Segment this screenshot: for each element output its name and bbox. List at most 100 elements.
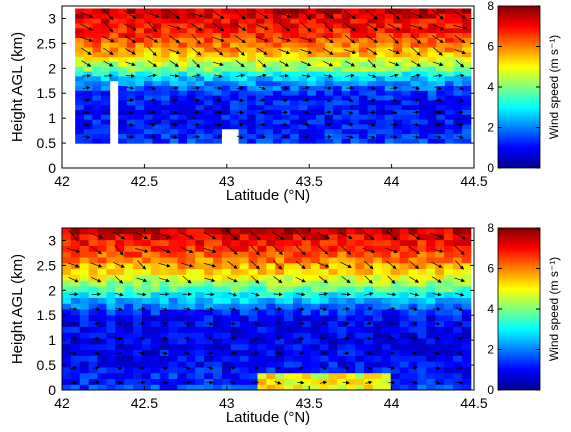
heatmap-cell xyxy=(213,326,223,333)
heatmap-cell xyxy=(177,262,187,270)
heatmap-cell xyxy=(281,42,291,48)
heatmap-cell xyxy=(341,104,351,111)
heatmap-cell xyxy=(264,85,274,91)
heatmap-cell xyxy=(384,133,394,139)
heatmap-cell xyxy=(204,8,214,14)
heatmap-cell xyxy=(97,239,108,246)
heatmap-cell xyxy=(410,8,420,14)
heatmap-cell xyxy=(408,366,418,374)
wind-vector xyxy=(410,380,418,385)
heatmap-cell xyxy=(452,297,463,304)
wind-vector xyxy=(412,122,420,127)
heatmap-cell xyxy=(272,109,283,115)
heatmap-cell xyxy=(178,75,188,82)
wind-vector xyxy=(147,60,158,67)
heatmap-cell xyxy=(62,233,72,241)
heatmap-cell xyxy=(169,114,179,120)
heatmap-cell xyxy=(152,114,162,120)
heatmap-cell xyxy=(88,303,99,310)
heatmap-cell xyxy=(247,42,257,48)
heatmap-cell xyxy=(75,109,85,115)
heatmap-cell xyxy=(307,119,317,125)
heatmap-cell xyxy=(150,268,161,275)
heatmap-cell xyxy=(284,372,294,380)
heatmap-cell xyxy=(337,233,347,241)
heatmap-cell xyxy=(384,128,394,135)
heatmap-cell xyxy=(328,384,339,390)
heatmap-cell xyxy=(92,138,102,144)
heatmap-cell xyxy=(307,99,317,106)
heatmap-cell xyxy=(109,75,119,82)
heatmap-cell xyxy=(328,309,339,316)
heatmap-cell xyxy=(115,233,125,241)
heatmap-cell xyxy=(204,37,214,43)
heatmap-cell xyxy=(186,80,197,86)
heatmap-cell xyxy=(248,355,259,362)
heatmap-cell xyxy=(337,343,347,351)
heatmap-cell xyxy=(310,384,321,390)
wind-vector xyxy=(454,35,466,44)
heatmap-cell xyxy=(281,114,291,120)
heatmap-cell xyxy=(427,51,437,58)
heatmap-cell xyxy=(204,268,214,275)
heatmap-cell xyxy=(319,285,330,293)
heatmap-cell xyxy=(284,239,294,246)
heatmap-cell xyxy=(337,256,347,264)
heatmap-cell xyxy=(264,13,274,19)
wind-vector xyxy=(92,365,100,370)
heatmap-cell xyxy=(221,245,232,252)
heatmap-cell xyxy=(426,372,436,380)
heatmap-cell xyxy=(436,27,446,34)
wind-vector xyxy=(92,380,101,385)
heatmap-cell xyxy=(100,70,111,77)
wind-vector xyxy=(320,321,327,326)
heatmap-cell xyxy=(298,109,308,115)
heatmap-cell xyxy=(186,303,196,310)
heatmap-cell xyxy=(195,245,205,252)
heatmap-cell xyxy=(221,42,231,48)
heatmap-cell xyxy=(79,228,90,235)
heatmap-cell xyxy=(419,123,429,130)
heatmap-cell xyxy=(70,361,81,368)
heatmap-cell xyxy=(152,32,162,38)
wind-vector xyxy=(362,247,376,254)
heatmap-cell xyxy=(204,285,214,293)
heatmap-cell xyxy=(186,22,197,29)
heatmap-cell xyxy=(310,326,321,333)
heatmap-cell xyxy=(186,13,197,19)
heatmap-cell xyxy=(83,13,93,19)
heatmap-cell xyxy=(346,303,356,310)
heatmap-cell xyxy=(315,42,326,48)
heatmap-cell xyxy=(118,128,128,135)
heatmap-cell xyxy=(100,51,111,58)
wind-vector xyxy=(103,60,114,67)
heatmap-cell xyxy=(350,22,360,29)
heatmap-cell xyxy=(324,133,334,139)
heatmap-cell xyxy=(419,61,429,67)
heatmap-cell xyxy=(83,133,93,139)
heatmap-cell xyxy=(290,51,300,58)
heatmap-cell xyxy=(364,314,374,322)
heatmap-cell xyxy=(143,27,154,34)
heatmap-cell xyxy=(284,384,294,390)
heatmap-cell xyxy=(152,80,162,86)
wind-vector xyxy=(90,246,103,255)
wind-vector xyxy=(180,247,194,254)
heatmap-cell xyxy=(266,366,276,374)
heatmap-cell xyxy=(367,27,377,34)
heatmap-cell xyxy=(168,378,179,385)
heatmap-cell xyxy=(221,95,231,101)
heatmap-cell xyxy=(264,46,274,53)
wind-vector xyxy=(300,49,313,55)
heatmap-cell xyxy=(79,384,90,390)
heatmap-cell xyxy=(328,326,339,333)
heatmap-cell xyxy=(401,66,412,72)
heatmap-cell xyxy=(444,314,454,322)
heatmap-cell xyxy=(452,366,463,374)
heatmap-cell xyxy=(88,309,99,316)
x-tick-label: 43 xyxy=(219,395,235,411)
heatmap-cell xyxy=(126,46,136,53)
heatmap-cell xyxy=(204,233,214,241)
heatmap-cell xyxy=(169,70,179,77)
heatmap-cell xyxy=(239,262,250,270)
